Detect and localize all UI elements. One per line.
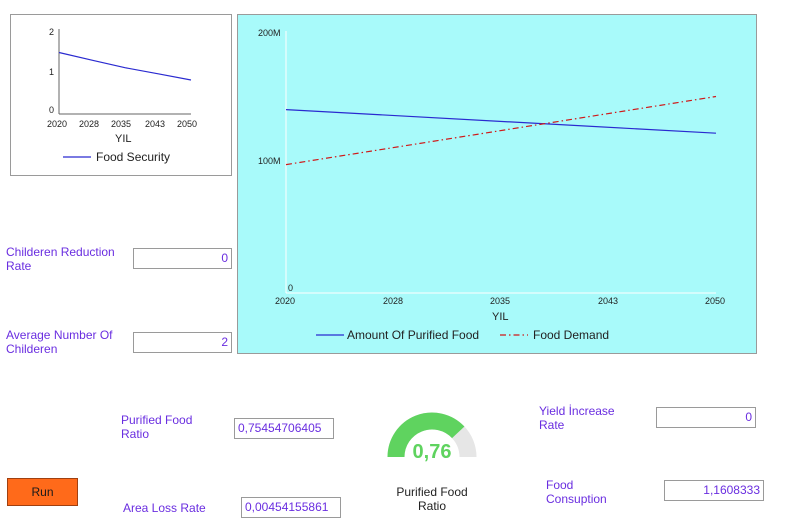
yield-increase-rate-label: Yield İncrease Rate <box>539 404 615 432</box>
y-tick-label: 0 <box>288 283 293 293</box>
x-tick-label: 2043 <box>145 119 165 129</box>
y-tick-label: 1 <box>49 67 54 77</box>
run-button[interactable]: Run <box>7 478 78 506</box>
legend-label: Food Demand <box>533 328 609 342</box>
x-tick-label: 2020 <box>47 119 67 129</box>
food-demand-line <box>285 95 717 166</box>
purified-food-ratio-input[interactable]: 0,75454706405 <box>234 418 334 439</box>
x-tick-label: 2028 <box>79 119 99 129</box>
area-loss-rate-input[interactable]: 0,00454155861 <box>241 497 341 518</box>
gauge-fill <box>387 412 465 458</box>
childeren-reduction-rate-input[interactable]: 0 <box>133 248 232 269</box>
food-supply-chart-panel: 200M 100M 0 2020 2028 2035 2043 2050 YIL… <box>237 14 757 354</box>
food-supply-chart: 200M 100M 0 2020 2028 2035 2043 2050 YIL… <box>258 28 725 342</box>
food-security-line <box>58 51 192 81</box>
average-number-input[interactable]: 2 <box>133 332 232 353</box>
y-tick-label: 100M <box>258 156 281 166</box>
x-tick-label: 2028 <box>383 296 403 306</box>
legend-label: Amount Of Purified Food <box>347 328 479 342</box>
x-tick-label: 2020 <box>275 296 295 306</box>
average-number-label: Average Number Of Childeren <box>6 328 113 356</box>
x-tick-label: 2035 <box>490 296 510 306</box>
y-tick-label: 2 <box>49 27 54 37</box>
purified-food-ratio-label: Purified Food Ratio <box>121 413 193 441</box>
purified-food-line <box>285 109 717 134</box>
y-tick-label: 200M <box>258 28 281 38</box>
y-tick-label: 0 <box>49 105 54 115</box>
yield-increase-rate-input[interactable]: 0 <box>656 407 756 428</box>
gauge-caption: Purified Food Ratio <box>396 485 468 513</box>
area-loss-rate-label: Area Loss Rate <box>123 501 206 515</box>
legend-label: Food Security <box>96 150 170 164</box>
x-tick-label: 2050 <box>177 119 197 129</box>
x-axis-title: YIL <box>115 133 132 145</box>
x-axis-title: YIL <box>492 311 509 323</box>
gauge-value: 0,76 <box>413 441 452 463</box>
x-tick-label: 2043 <box>598 296 618 306</box>
food-security-chart: 2 1 0 2020 2028 2035 2043 2050 YIL Food … <box>47 27 197 164</box>
food-consumption-label: Food Consuption <box>546 478 607 506</box>
x-tick-label: 2050 <box>705 296 725 306</box>
purified-food-ratio-gauge: 0,76 <box>387 412 477 463</box>
food-consumption-input[interactable]: 1,1608333 <box>664 480 764 501</box>
food-security-chart-panel: 2 1 0 2020 2028 2035 2043 2050 YIL Food … <box>10 14 232 176</box>
x-tick-label: 2035 <box>111 119 131 129</box>
childeren-reduction-rate-label: Childeren Reduction Rate <box>6 245 115 273</box>
